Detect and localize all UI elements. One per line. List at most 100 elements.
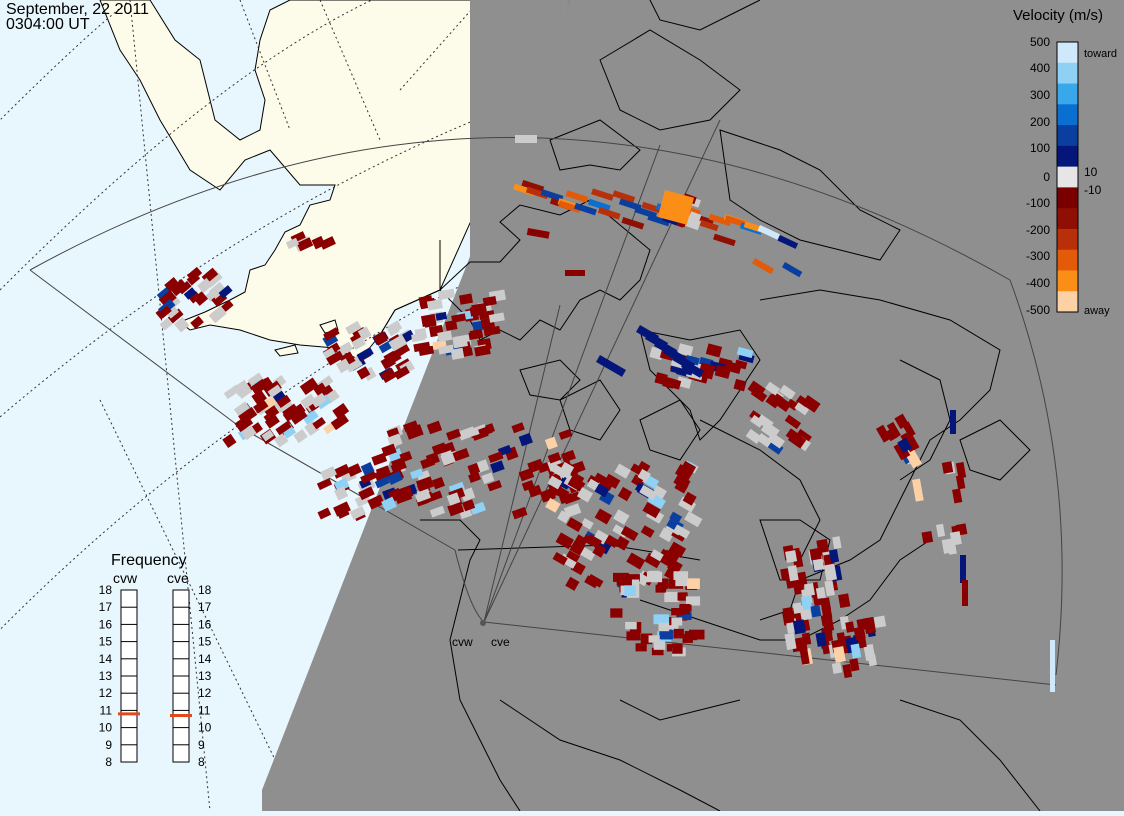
echo-cell <box>565 270 585 276</box>
echo-cell <box>671 607 685 616</box>
echo-cell <box>446 428 462 441</box>
echo-cell <box>574 202 597 216</box>
echo-cell <box>158 305 172 319</box>
echo-cell <box>912 478 924 502</box>
echo-cell <box>567 476 586 492</box>
echo-cell <box>640 633 653 645</box>
echo-cell <box>642 502 661 519</box>
echo-cell <box>478 425 493 437</box>
echo-cell <box>757 224 780 240</box>
echo-cell <box>1050 662 1055 692</box>
echo-cell <box>594 483 610 498</box>
echo-cell <box>563 491 581 505</box>
echo-cell <box>756 433 773 448</box>
echo-cell <box>393 365 410 380</box>
echo-cell <box>579 546 596 562</box>
map-date: September, 22 2011 <box>6 1 149 18</box>
echo-cell <box>941 538 954 554</box>
echo-cell <box>267 384 282 398</box>
echo-cell <box>792 619 806 635</box>
echo-cell <box>565 190 589 203</box>
frequency-label-cvw: cvw <box>113 570 138 586</box>
echo-cell <box>458 426 477 441</box>
map-time: 0304:00 UT <box>6 16 90 33</box>
echo-cell <box>787 565 799 582</box>
echo-cell <box>351 336 367 351</box>
echo-cell <box>705 343 723 358</box>
echo-cell <box>253 399 269 414</box>
echo-cell <box>431 442 448 456</box>
echo-cell <box>664 591 680 603</box>
echo-cell <box>695 218 719 232</box>
echo-cell <box>770 391 784 404</box>
echo-cell <box>824 580 836 597</box>
echo-cell <box>159 317 173 331</box>
echo-cell <box>566 550 581 563</box>
echo-cell <box>330 413 350 431</box>
echo-cell <box>863 616 877 634</box>
colorbar-segment <box>1057 270 1078 292</box>
echo-cell <box>234 414 254 433</box>
echo-cell <box>335 358 352 374</box>
echo-cell <box>402 420 419 432</box>
echo-cell <box>729 362 742 374</box>
echo-cell <box>815 587 826 599</box>
echo-cell <box>380 355 397 370</box>
echo-cell <box>596 354 626 377</box>
echo-cell <box>621 216 645 230</box>
echo-cell <box>950 410 956 434</box>
echo-cell <box>336 506 350 519</box>
colorbar-segment <box>1057 104 1078 126</box>
echo-cell <box>540 189 564 202</box>
echo-cell <box>644 552 662 569</box>
echo-cell <box>276 394 291 409</box>
echo-cell <box>616 574 632 586</box>
echo-cell <box>752 258 775 275</box>
echo-cell <box>569 540 585 556</box>
echo-cell <box>612 190 636 203</box>
echo-cell <box>474 344 491 357</box>
frequency-tick-label: 13 <box>99 669 113 683</box>
echo-cell <box>521 179 545 193</box>
echo-cell <box>614 463 631 479</box>
echo-cell <box>673 474 691 490</box>
colorbar-away-label: away <box>1084 305 1110 317</box>
frequency-tick-label: 9 <box>198 738 205 752</box>
echo-cell <box>310 392 327 408</box>
echo-cell <box>637 460 651 473</box>
frequency-tick-label: 11 <box>198 703 211 717</box>
frequency-tick-label: 15 <box>198 635 212 649</box>
frequency-tick-label: 17 <box>198 600 212 614</box>
echo-cell <box>446 492 461 506</box>
echo-cell <box>333 486 349 501</box>
echo-cell <box>897 437 912 453</box>
colorbar-tick-label: 0 <box>1043 170 1050 184</box>
echo-cell <box>809 547 822 561</box>
echo-cell <box>490 460 505 474</box>
echo-cell <box>626 552 646 570</box>
echo-cell <box>794 402 810 416</box>
echo-cell <box>736 346 754 359</box>
echo-cell <box>445 320 458 331</box>
night-region-extension <box>262 0 570 811</box>
echo-cell <box>610 608 623 618</box>
echo-cell <box>765 393 781 409</box>
echo-cell <box>462 499 476 512</box>
echo-cell <box>415 476 435 492</box>
colorbar-frame <box>1056 41 1079 313</box>
echo-cell <box>167 308 184 324</box>
echo-cell <box>558 428 573 440</box>
echo-cell <box>750 414 764 428</box>
echo-cell <box>597 207 621 220</box>
echo-cell <box>332 402 350 419</box>
colorbar-segment <box>1057 42 1078 64</box>
colorbar-tick-label: -300 <box>1026 249 1050 263</box>
echo-cell <box>885 427 899 442</box>
echo-cell <box>375 465 391 479</box>
echo-cell <box>561 449 576 463</box>
echo-cell <box>356 366 371 380</box>
colorbar-tick-label: 100 <box>1030 141 1050 155</box>
echo-cell <box>387 471 403 486</box>
echo-cell <box>949 531 962 546</box>
echo-cell <box>677 592 688 601</box>
